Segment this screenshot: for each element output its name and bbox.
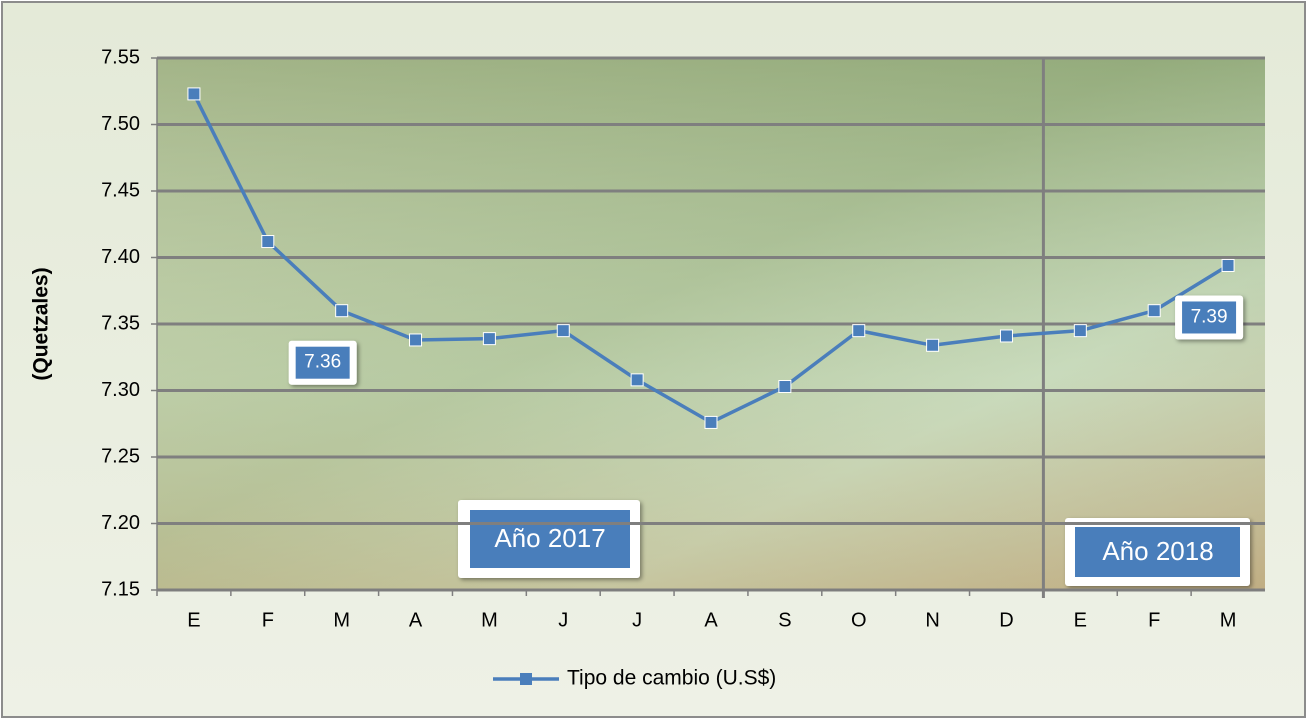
data-point <box>188 88 200 100</box>
data-point <box>1148 305 1160 317</box>
data-point <box>336 305 348 317</box>
x-tick-label: F <box>1148 609 1160 631</box>
legend-marker <box>520 673 532 685</box>
x-tick-label: F <box>262 609 274 631</box>
y-tick-label: 7.55 <box>101 46 140 68</box>
annotation-label: Año 2017 <box>494 523 605 553</box>
x-tick-label: D <box>999 609 1013 631</box>
data-point <box>705 416 717 428</box>
data-point <box>853 325 865 337</box>
y-tick-label: 7.20 <box>101 512 140 534</box>
y-tick-label: 7.40 <box>101 246 140 268</box>
y-tick-label: 7.15 <box>101 578 140 600</box>
x-tick-label: N <box>925 609 939 631</box>
data-point <box>779 381 791 393</box>
annotation-label: Año 2018 <box>1102 536 1213 566</box>
data-point <box>1000 330 1012 342</box>
y-tick-label: 7.35 <box>101 312 140 334</box>
data-label: 7.39 <box>1191 306 1228 327</box>
x-tick-label: J <box>632 609 642 631</box>
data-point <box>927 339 939 351</box>
y-tick-label: 7.25 <box>101 445 140 467</box>
x-tick-label: M <box>481 609 498 631</box>
data-point <box>483 333 495 345</box>
data-point <box>557 325 569 337</box>
y-tick-label: 7.45 <box>101 179 140 201</box>
chart: (Quetzales) Año 2017 Año 2018 7.15 7.20 7.… <box>0 0 1307 719</box>
y-tick-label: 7.30 <box>101 379 140 401</box>
data-point <box>410 334 422 346</box>
x-tick-label: O <box>851 609 867 631</box>
x-tick-label: A <box>704 609 718 631</box>
x-tick-label: M <box>1220 609 1237 631</box>
data-point <box>1222 259 1234 271</box>
data-point <box>262 236 274 248</box>
y-tick-label: 7.50 <box>101 113 140 135</box>
legend-label: Tipo de cambio (U.S$) <box>567 667 776 690</box>
x-tick-label: E <box>187 609 200 631</box>
x-tick-label: M <box>333 609 350 631</box>
data-point <box>1074 325 1086 337</box>
x-tick-label: J <box>558 609 568 631</box>
y-axis-title: (Quetzales) <box>30 267 53 380</box>
data-label: 7.36 <box>304 352 341 373</box>
x-tick-label: A <box>409 609 423 631</box>
x-tick-label: S <box>778 609 791 631</box>
x-tick-label: E <box>1074 609 1087 631</box>
data-point <box>631 374 643 386</box>
